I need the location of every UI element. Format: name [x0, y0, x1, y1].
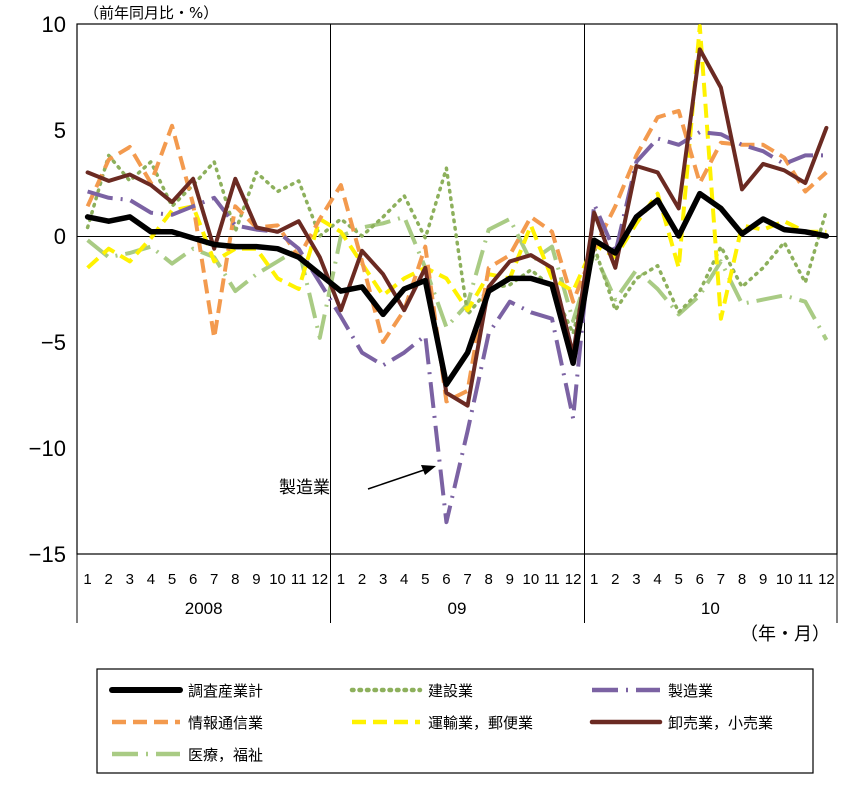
month-tick-label: 1	[590, 571, 598, 588]
year-tick-label: 09	[448, 599, 467, 618]
legend-label-seizo: 製造業	[668, 682, 713, 700]
y-tick-label: 10	[42, 12, 66, 37]
month-tick-label: 11	[798, 571, 814, 588]
month-tick-label: 6	[696, 571, 704, 588]
month-tick-label: 5	[421, 571, 429, 588]
legend-box	[96, 668, 814, 774]
series-line-seizo	[87, 130, 827, 525]
month-tick-label: 2	[611, 571, 619, 588]
annotation-arrowhead	[421, 465, 436, 475]
month-tick-label: 8	[231, 571, 239, 588]
month-tick-labels: 1 2 3 4 5 6 7 8 9 10 11 12 1 2 3 4 5 6 7 8 9 10 11 12 1 2 3 4 5 6 7 8 9 1…	[83, 571, 834, 588]
annotation-arrow	[367, 469, 425, 490]
series-line-oroshi	[85, 47, 829, 408]
series-line-chosa	[84, 190, 830, 388]
month-tick-label: 9	[506, 571, 514, 588]
series-line-unyu	[86, 24, 827, 321]
legend-label-kensetsu: 建設業	[428, 682, 473, 700]
series-line-kensetsu	[85, 153, 829, 336]
month-tick-label: 4	[653, 571, 661, 588]
month-tick-label: 6	[442, 571, 450, 588]
series-lines	[84, 24, 830, 525]
month-tick-label: 12	[818, 571, 835, 588]
y-tick-label: 5	[54, 118, 66, 143]
y-tick-label: 0	[54, 224, 66, 249]
annotation-label: 製造業	[279, 478, 330, 498]
plot-frame	[76, 23, 838, 555]
series-line-joho	[85, 108, 828, 404]
month-tick-label: 10	[523, 571, 540, 588]
month-tick-label: 6	[189, 571, 197, 588]
y-tick-labels: 10 5 0 −5 −10 −15	[29, 12, 66, 567]
month-tick-label: 10	[776, 571, 793, 588]
month-tick-label: 7	[210, 571, 218, 588]
month-tick-label: 5	[674, 571, 682, 588]
legend-label-unyu: 運輸業，郵便業	[428, 714, 533, 732]
year-tick-labels: 2008 09 10	[185, 599, 720, 618]
month-tick-label: 2	[358, 571, 366, 588]
month-tick-label: 7	[463, 571, 471, 588]
month-tick-label: 7	[717, 571, 725, 588]
month-tick-label: 9	[252, 571, 260, 588]
month-tick-label: 3	[632, 571, 640, 588]
month-tick-label: 8	[738, 571, 746, 588]
month-tick-label: 11	[291, 571, 307, 588]
legend-label-oroshi: 卸売業，小売業	[668, 714, 773, 732]
y-tick-label: −15	[29, 542, 66, 567]
month-tick-label: 1	[83, 571, 91, 588]
legend-label-joho: 情報通信業	[188, 714, 263, 732]
month-tick-label: 9	[759, 571, 767, 588]
year-tick-label: 2008	[185, 599, 223, 618]
unit-label: （前年同月比・%）	[84, 4, 218, 22]
month-tick-label: 10	[269, 571, 286, 588]
legend-label-iryo: 医療，福祉	[188, 746, 263, 764]
month-tick-label: 8	[484, 571, 492, 588]
month-tick-label: 3	[126, 571, 134, 588]
month-tick-label: 4	[147, 571, 155, 588]
month-tick-label: 12	[565, 571, 582, 588]
month-tick-label: 5	[168, 571, 176, 588]
month-tick-label: 11	[544, 571, 560, 588]
y-tick-label: −5	[41, 330, 66, 355]
month-tick-label: 2	[104, 571, 112, 588]
legend-label-chosa: 調査産業計	[188, 682, 263, 700]
month-tick-label: 1	[337, 571, 345, 588]
month-tick-label: 12	[311, 571, 328, 588]
month-tick-label: 4	[400, 571, 408, 588]
y-tick-label: −10	[29, 436, 66, 461]
year-tick-label: 10	[701, 599, 720, 618]
month-tick-label: 3	[379, 571, 387, 588]
x-axis-label: （年・月）	[740, 624, 830, 645]
